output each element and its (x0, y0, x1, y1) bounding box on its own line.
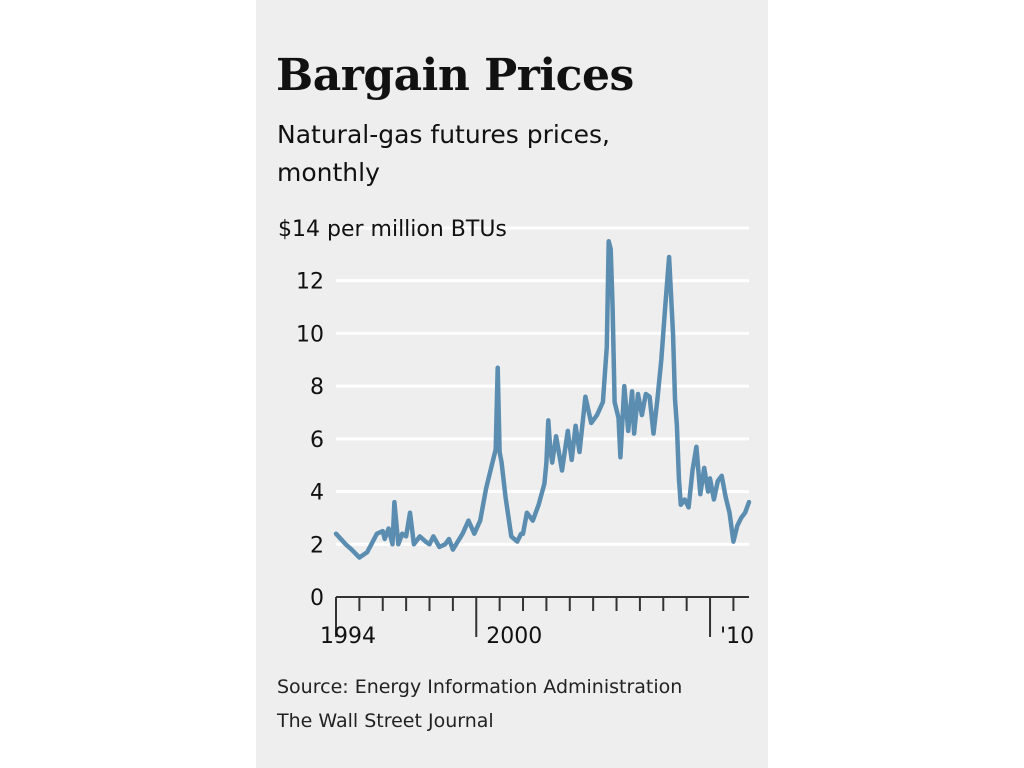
price-series-line (333, 238, 752, 560)
y-tick-label: 4 (310, 481, 324, 506)
y-tick-label: 12 (296, 270, 324, 295)
x-tick-label: '10 (720, 624, 754, 649)
chart-subtitle: Natural-gas futures prices, monthly (277, 120, 610, 187)
source-note: Source: Energy Information Administratio… (277, 676, 683, 698)
publisher-credit: The Wall Street Journal (277, 710, 494, 732)
x-tick-label: 2000 (486, 624, 542, 649)
line-chart: 0 2 4 6 8 10 12 $14 per million BTUs 1994 2000 '10 (278, 217, 754, 649)
y-tick-label: 8 (310, 375, 324, 400)
y-tick-label: 6 (310, 428, 324, 453)
y-tick-label: 0 (310, 586, 324, 611)
x-tick-label: 1994 (320, 624, 376, 649)
y-tick-label: 10 (296, 322, 324, 347)
y-tick-label: $14 per million BTUs (278, 217, 507, 242)
chart-title: Bargain Prices (276, 50, 634, 101)
y-tick-label: 2 (310, 533, 324, 558)
chart-panel (256, 0, 768, 768)
